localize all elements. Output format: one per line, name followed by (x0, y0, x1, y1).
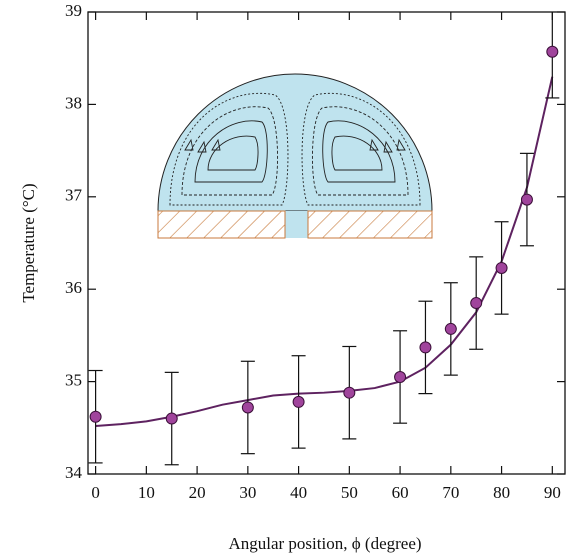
data-point (470, 297, 483, 310)
x-tick-label: 60 (392, 483, 409, 502)
x-tick-label: 40 (290, 483, 307, 502)
y-tick-label: 34 (65, 463, 83, 482)
data-point (419, 341, 432, 354)
x-tick-label: 90 (544, 483, 561, 502)
x-tick-label: 80 (493, 483, 510, 502)
data-point (165, 412, 178, 425)
x-tick-label: 70 (442, 483, 459, 502)
x-tick-label: 30 (239, 483, 256, 502)
data-point (444, 322, 457, 335)
data-point (241, 401, 254, 414)
x-tick-label: 10 (138, 483, 155, 502)
y-tick-label: 36 (65, 278, 82, 297)
inset-diagram (157, 73, 433, 239)
y-tick-label: 35 (65, 371, 82, 390)
data-point (546, 45, 559, 58)
plot-frame (87, 11, 566, 475)
x-axis-label: Angular position, ϕ (degree) (228, 534, 421, 553)
y-tick-label: 37 (65, 186, 83, 205)
data-point (394, 370, 407, 383)
x-tick-label: 50 (341, 483, 358, 502)
data-point (520, 193, 533, 206)
x-tick-label: 0 (91, 483, 100, 502)
y-tick-label: 39 (65, 1, 82, 20)
data-point (343, 386, 356, 399)
data-point (89, 410, 102, 423)
data-point (495, 261, 508, 274)
data-point (292, 395, 305, 408)
y-axis-label: Temperature (°C) (19, 183, 38, 302)
y-tick-label: 38 (65, 93, 82, 112)
x-tick-label: 20 (189, 483, 206, 502)
